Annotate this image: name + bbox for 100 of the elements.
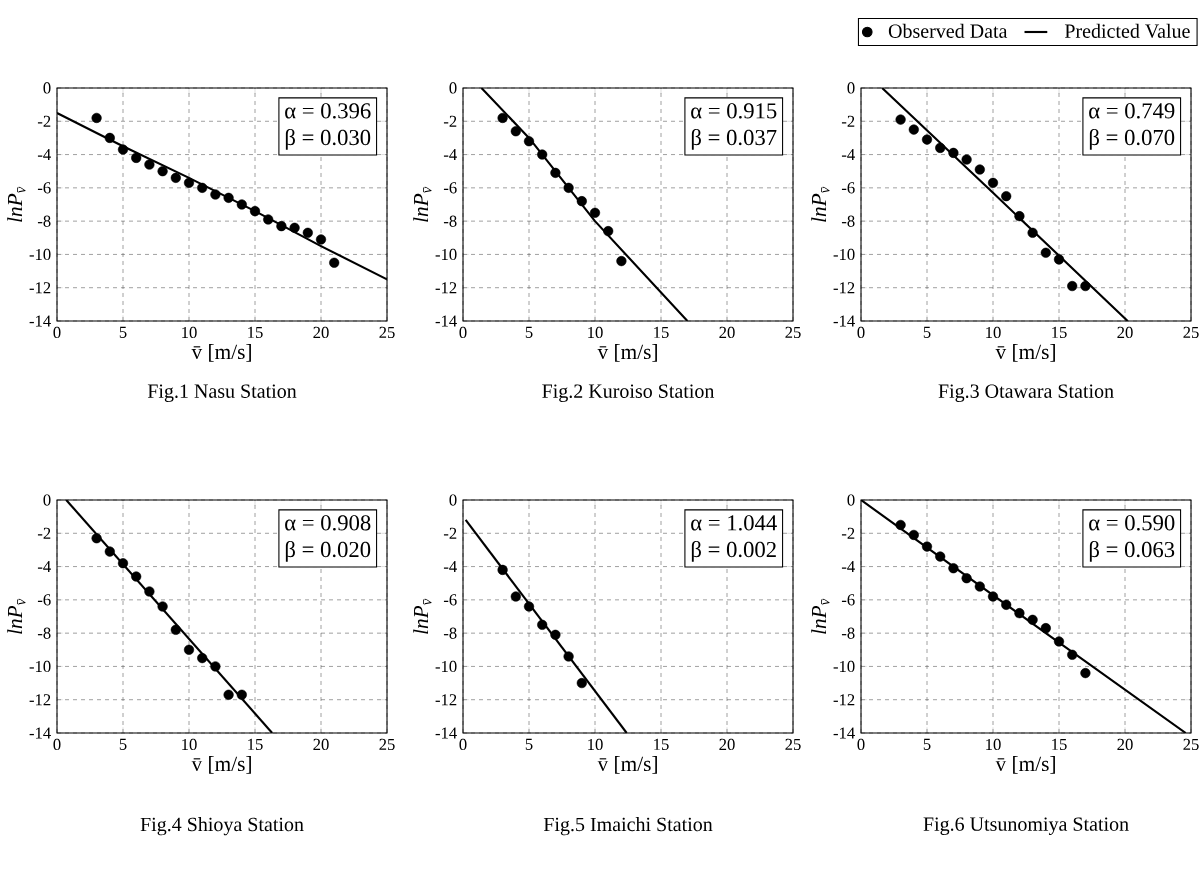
point <box>289 222 300 233</box>
y-tick-label: -8 <box>443 215 457 227</box>
point <box>987 177 999 188</box>
x-tick-label: 0 <box>857 326 865 339</box>
point <box>170 624 181 635</box>
y-tick-label: -4 <box>443 561 457 573</box>
x-tick-label: 0 <box>53 326 61 339</box>
point <box>183 644 195 655</box>
x-tick-label: 5 <box>119 326 127 338</box>
annotation: β = 0.030 <box>285 128 371 150</box>
y-tick-label: -12 <box>435 694 457 706</box>
y-tick-label: -6 <box>841 182 855 194</box>
y-tick-label: -12 <box>29 282 51 294</box>
point <box>210 661 221 672</box>
point <box>603 226 614 237</box>
point <box>131 152 142 163</box>
point <box>91 112 102 124</box>
x-tick-label: 5 <box>525 326 533 338</box>
point <box>144 586 155 597</box>
x-tick-label: 5 <box>923 738 931 750</box>
y-axis-title: lnP$_{v̄}$ <box>811 598 830 634</box>
annotation: α = 0.396 <box>285 103 371 119</box>
text: Fig.3 Otawara Station <box>938 384 1114 402</box>
x-tick-label: 25 <box>1183 326 1199 339</box>
y-tick-label: -2 <box>841 115 855 127</box>
text: Fig.4 Shioya Station <box>140 817 304 836</box>
x-tick-label: 25 <box>785 738 801 751</box>
y-tick-label: -2 <box>443 115 457 127</box>
y-tick-label: -10 <box>435 660 457 673</box>
y-tick-label: -4 <box>841 561 855 573</box>
y-tick-label: -12 <box>29 694 51 706</box>
point <box>1001 191 1012 202</box>
y-tick-label: -12 <box>833 282 855 294</box>
point <box>510 591 521 602</box>
x-tick-label: 15 <box>654 738 669 750</box>
annotation: β = 0.002 <box>691 540 776 562</box>
annotation: β = 0.063 <box>1089 540 1175 562</box>
y-tick-label: 0 <box>847 494 855 506</box>
point <box>157 166 168 177</box>
y-axis-title: lnP$_{v̄}$ <box>811 186 830 222</box>
point <box>895 114 906 125</box>
y-tick-label: -6 <box>841 594 855 606</box>
point <box>170 172 181 183</box>
point <box>1027 614 1038 625</box>
x-tick-label: 5 <box>923 326 931 338</box>
x-tick-label: 0 <box>857 738 865 751</box>
annotation: α = 0.749 <box>1089 103 1175 119</box>
x-tick-label: 5 <box>119 738 127 750</box>
y-tick-label: -2 <box>37 115 51 127</box>
annotation: β = 0.020 <box>285 540 371 562</box>
y-tick-label: -4 <box>443 149 457 161</box>
y-tick-label: -6 <box>443 182 457 194</box>
point <box>210 189 221 200</box>
text: Fig.5 Imaichi Station <box>543 817 713 836</box>
point <box>1040 247 1051 258</box>
point <box>91 533 102 544</box>
x-tick-label: 25 <box>379 738 395 751</box>
point <box>589 207 601 218</box>
x-tick-label: 20 <box>1117 326 1133 339</box>
annotation: α = 1.044 <box>691 515 777 531</box>
point <box>315 234 327 245</box>
y-tick-label: -4 <box>37 149 51 161</box>
x-tick-label: 0 <box>53 738 61 751</box>
y-tick-label: -6 <box>443 594 457 606</box>
x-axis-title: v̄ [m/s] <box>597 756 657 774</box>
point <box>223 192 234 203</box>
x-tick-label: 25 <box>785 326 801 339</box>
point <box>908 124 919 135</box>
x-tick-label: 0 <box>459 738 467 751</box>
annotation: β = 0.070 <box>1089 128 1175 150</box>
y-tick-label: -14 <box>29 727 51 739</box>
x-tick-label: 15 <box>1052 738 1067 750</box>
x-axis-title: v̄ [m/s] <box>995 344 1055 362</box>
x-axis-title: v̄ [m/s] <box>191 756 251 774</box>
y-tick-label: -14 <box>435 315 457 327</box>
point <box>921 134 933 145</box>
x-tick-label: 15 <box>248 326 263 338</box>
y-tick-label: -14 <box>435 727 457 739</box>
x-tick-label: 25 <box>379 326 395 339</box>
y-tick-label: -8 <box>37 215 51 227</box>
y-tick-label: -2 <box>443 527 457 539</box>
y-tick-label: 0 <box>449 494 457 506</box>
point <box>223 689 234 700</box>
point <box>1027 227 1038 238</box>
x-axis-title: v̄ [m/s] <box>597 344 657 362</box>
y-tick-label: -4 <box>841 149 855 161</box>
y-tick-label: 0 <box>449 82 457 94</box>
y-tick-label: -8 <box>443 627 457 639</box>
annotation: α = 0.915 <box>691 103 777 119</box>
point <box>1053 254 1065 265</box>
y-axis-title: lnP$_{v̄}$ <box>413 186 432 222</box>
point <box>1067 280 1078 292</box>
x-tick-label: 10 <box>588 738 603 751</box>
annotation: α = 0.590 <box>1089 515 1175 531</box>
y-tick-label: -10 <box>29 248 51 261</box>
y-axis-title: lnP$_{v̄}$ <box>7 186 26 222</box>
point <box>236 689 247 700</box>
x-axis-title: v̄ [m/s] <box>995 756 1055 774</box>
y-axis-title: lnP$_{v̄}$ <box>7 598 26 634</box>
point <box>1040 623 1051 634</box>
